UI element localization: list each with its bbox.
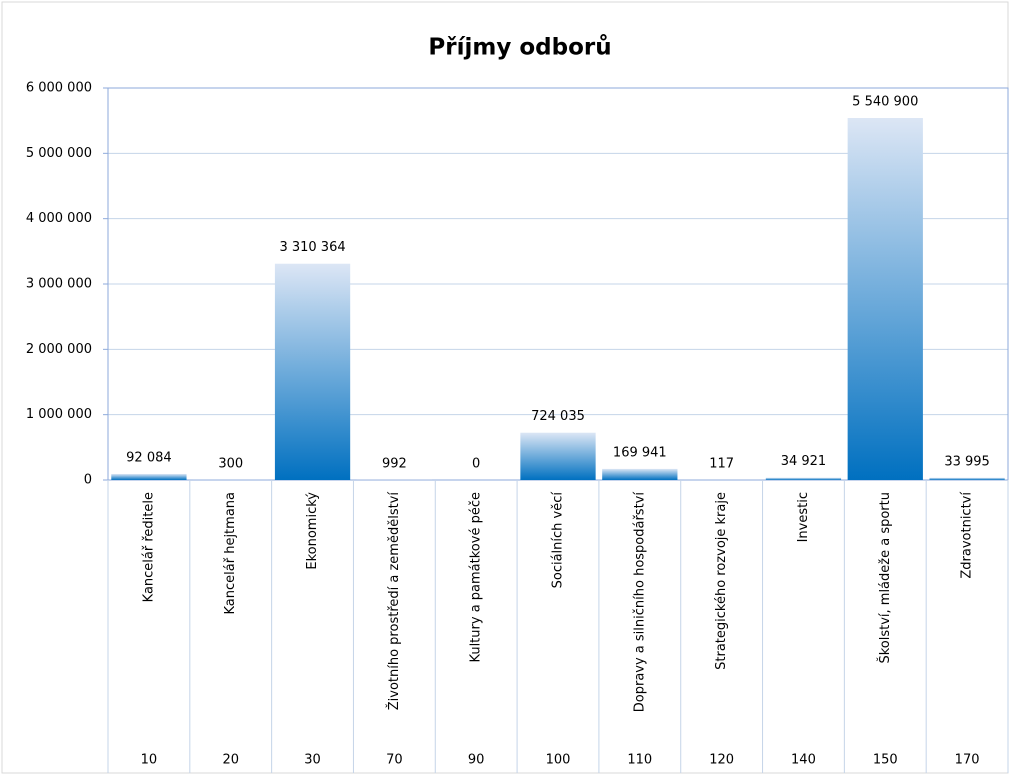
x-tick-label: Kancelář hejtmana	[223, 492, 238, 614]
y-tick-label: 5 000 000	[26, 146, 92, 161]
category-code: 10	[141, 753, 158, 768]
value-label: 92 084	[126, 450, 172, 465]
x-tick-label: Zdravotnictví	[960, 492, 975, 579]
category-code: 30	[304, 753, 321, 768]
x-tick-label: Kancelář ředitele	[141, 492, 156, 602]
category-code: 120	[709, 753, 734, 768]
y-tick-label: 3 000 000	[26, 277, 92, 292]
category-code: 140	[791, 753, 816, 768]
value-label: 117	[709, 456, 734, 471]
value-label: 300	[218, 456, 243, 471]
bar	[274, 263, 351, 480]
x-tick-label: Životního prostředí a zemědělství	[386, 492, 402, 711]
x-tick-label: Kultury a památkové péče	[469, 492, 484, 663]
y-tick-label: 0	[84, 473, 92, 488]
x-tick-label: Školství, mládeže a sportu	[877, 492, 893, 664]
bar	[111, 473, 187, 480]
category-code: 20	[222, 753, 239, 768]
bar	[602, 468, 678, 480]
category-code: 90	[468, 753, 485, 768]
bar	[520, 432, 596, 480]
x-tick-label: Ekonomický	[305, 492, 320, 570]
value-label: 34 921	[781, 454, 827, 469]
x-tick-label: Sociálních věcí	[551, 492, 566, 589]
value-label: 5 540 900	[852, 94, 918, 109]
bar	[929, 477, 1005, 480]
value-label: 3 310 364	[279, 240, 345, 255]
y-tick-label: 1 000 000	[26, 407, 92, 422]
x-tick-label: Strategického rozvoje kraje	[714, 492, 729, 670]
value-label: 169 941	[613, 445, 667, 460]
category-code: 170	[955, 753, 980, 768]
category-code: 110	[627, 753, 652, 768]
y-tick-label: 4 000 000	[26, 211, 92, 226]
y-tick-label: 2 000 000	[26, 342, 92, 357]
y-tick-label: 6 000 000	[26, 81, 92, 96]
x-tick-label: Investic	[796, 492, 811, 542]
value-label: 724 035	[531, 409, 585, 424]
bar	[847, 117, 923, 480]
category-code: 100	[546, 753, 571, 768]
bar	[765, 477, 842, 480]
x-tick-label: Dopravy a silničního hospodářství	[632, 492, 647, 713]
value-label: 0	[472, 457, 480, 472]
chart-title: Příjmy odborů	[428, 34, 611, 61]
category-code: 150	[873, 753, 898, 768]
value-label: 33 995	[944, 454, 990, 469]
value-label: 992	[382, 456, 407, 471]
category-code: 70	[386, 753, 403, 768]
